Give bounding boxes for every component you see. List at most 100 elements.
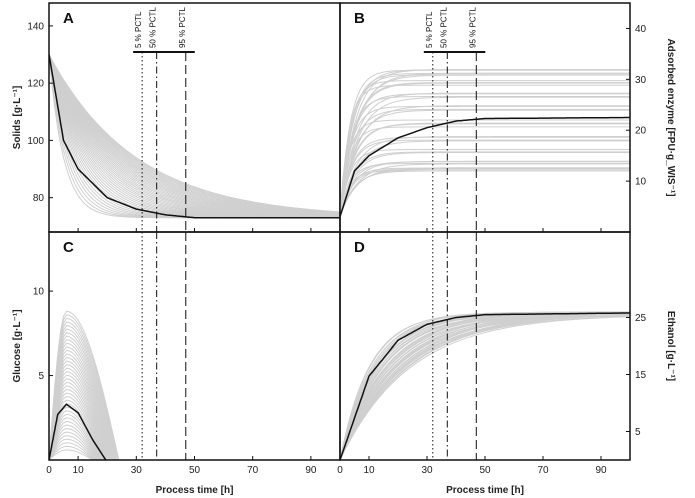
sample-line	[340, 313, 630, 460]
sample-line	[340, 170, 630, 217]
sample-line	[340, 168, 630, 217]
x-tick-label: 70	[247, 465, 259, 476]
mean-line	[340, 116, 630, 217]
sample-line	[340, 82, 630, 217]
sample-line	[340, 136, 630, 217]
plot-area-C	[49, 310, 340, 460]
sample-line	[49, 54, 340, 215]
y-axis-label: Adsorbed enzyme [FPU·g_WIS⁻¹]	[665, 38, 676, 196]
percentile-label: 95 % PCTL	[178, 7, 187, 48]
sample-line	[49, 342, 340, 460]
sample-line	[340, 96, 630, 217]
sample-line	[49, 328, 340, 460]
sample-line	[340, 151, 630, 217]
mean-line	[340, 312, 630, 460]
sample-line	[340, 140, 630, 217]
y-tick-label: 15	[635, 370, 647, 381]
sample-line	[340, 69, 630, 217]
percentile-label: 5 % PCTL	[134, 11, 143, 48]
y-tick-label: 100	[27, 136, 44, 147]
panel-B: 5 % PCTL 50 % PCTL 95 % PCTL 10 20 30 40 B Adsor…	[339, 2, 676, 233]
sample-line	[340, 170, 630, 217]
sample-line	[340, 316, 630, 460]
panel-letter: D	[354, 239, 365, 256]
sample-line	[340, 72, 630, 217]
x-tick-label: 30	[131, 465, 143, 476]
panel-letter: C	[63, 239, 74, 256]
sample-line	[340, 84, 630, 217]
x-tick-label: 90	[305, 465, 317, 476]
panel-D: 0 10 30 50 70 90 5 15 25 D Ethanol [g·L⁻¹]	[337, 231, 676, 476]
sample-line	[49, 388, 340, 460]
y-axis-label: Ethanol [g·L⁻¹]	[665, 311, 676, 381]
x-tick-label: 70	[537, 465, 549, 476]
sample-line	[49, 54, 340, 214]
x-tick-label: 30	[421, 465, 433, 476]
sample-line	[340, 105, 630, 217]
plot-area-D	[340, 311, 630, 460]
percentile-label: 50 % PCTL	[149, 7, 158, 48]
y-tick-label: 5	[635, 427, 641, 438]
sample-line	[340, 69, 630, 217]
sample-line	[49, 335, 340, 460]
plot-area-A	[49, 54, 340, 219]
x-tick-label: 10	[363, 465, 375, 476]
sample-line	[49, 349, 340, 460]
sample-line	[49, 321, 340, 460]
y-tick-label: 25	[635, 313, 647, 324]
sample-line	[340, 108, 630, 217]
y-tick-label: 10	[33, 287, 45, 298]
x-tick-label: 0	[46, 465, 52, 476]
sample-line	[340, 168, 630, 217]
percentile-label: 5 % PCTL	[425, 11, 434, 48]
sample-line	[49, 413, 340, 460]
x-tick-label: 50	[479, 465, 491, 476]
y-tick-label: 120	[27, 79, 44, 90]
sample-line	[49, 353, 340, 460]
sample-line	[340, 136, 630, 217]
sample-line	[340, 119, 630, 217]
sample-line	[49, 381, 340, 460]
x-axis-label: Process time [h]	[446, 485, 524, 496]
sample-line	[49, 346, 340, 460]
y-tick-label: 80	[33, 193, 45, 204]
sample-line	[49, 54, 340, 213]
sample-line	[49, 54, 340, 214]
x-tick-label: 50	[189, 465, 201, 476]
sample-line	[340, 167, 630, 217]
sample-line	[49, 417, 340, 460]
mean-line	[49, 403, 107, 460]
plot-area-B	[340, 69, 630, 217]
sample-line	[340, 163, 630, 217]
sample-line	[49, 410, 340, 460]
panel-A: 5 % PCTL 50 % PCTL 95 % PCTL 80 100 120 140 A So…	[12, 2, 341, 233]
sample-line	[340, 152, 630, 217]
sample-line	[49, 310, 340, 460]
sample-line	[340, 92, 630, 217]
mean-line	[49, 54, 340, 219]
sample-line	[49, 314, 340, 460]
x-tick-label: 90	[595, 465, 607, 476]
sample-line	[340, 96, 630, 217]
sample-line	[340, 160, 630, 217]
sample-line	[49, 54, 340, 214]
sample-line	[49, 356, 340, 460]
sample-line	[49, 406, 340, 460]
x-axis-label: Process time [h]	[156, 485, 234, 496]
panel-letter: A	[63, 10, 74, 27]
sample-line	[49, 325, 340, 460]
sample-line	[340, 312, 630, 460]
y-axis-label: Glucose [g·L⁻¹]	[12, 309, 23, 382]
panel-C: 0 10 30 50 70 90 5 10 C Glucose [g·L⁻¹]	[12, 231, 341, 476]
x-tick-label: 10	[73, 465, 85, 476]
sample-line	[340, 139, 630, 217]
sample-line	[340, 69, 630, 217]
sample-line	[49, 374, 340, 460]
y-tick-label: 10	[635, 177, 647, 188]
sample-line	[49, 360, 340, 460]
y-tick-label: 40	[635, 24, 647, 35]
y-tick-label: 5	[38, 371, 44, 382]
y-tick-label: 140	[27, 21, 44, 32]
sample-line	[49, 378, 340, 460]
